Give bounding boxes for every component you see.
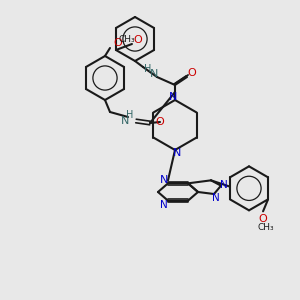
Text: N: N: [160, 200, 168, 210]
Text: O: O: [188, 68, 196, 78]
Text: O: O: [114, 38, 122, 48]
Text: N: N: [212, 193, 220, 203]
Text: CH₃: CH₃: [119, 35, 135, 44]
Text: N: N: [160, 175, 168, 185]
Text: H: H: [144, 64, 152, 74]
Text: N: N: [121, 116, 129, 126]
Text: O: O: [156, 117, 164, 127]
Text: H: H: [126, 110, 134, 120]
Text: O: O: [259, 214, 267, 224]
Text: N: N: [220, 180, 228, 190]
Text: N: N: [150, 69, 158, 79]
Text: N: N: [169, 92, 177, 102]
Text: N: N: [173, 148, 181, 158]
Text: O: O: [134, 35, 142, 45]
Text: CH₃: CH₃: [258, 223, 274, 232]
